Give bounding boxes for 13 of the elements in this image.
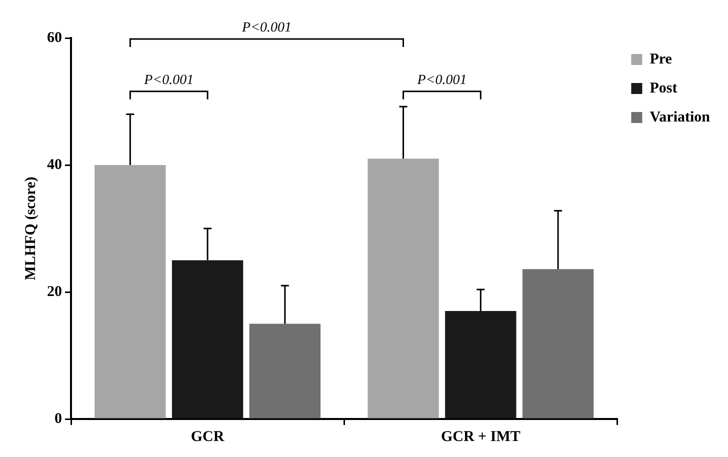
- y-tick-label: 60: [47, 30, 62, 46]
- annotation: P<0.001: [416, 73, 467, 88]
- y-tick-label: 40: [47, 156, 62, 173]
- y-axis-title: MLHFQ (score): [22, 176, 39, 280]
- legend-label: Variation: [650, 109, 711, 126]
- y-tick-label: 20: [47, 284, 62, 300]
- legend-label: Pre: [650, 51, 672, 68]
- x-tick-label: GCR: [190, 428, 224, 445]
- annotation: P<0.001: [143, 73, 194, 88]
- text: P<0.001: [240, 20, 292, 36]
- x-tick-label: GCR + IMT: [440, 428, 520, 445]
- legend-label: Post: [650, 80, 678, 96]
- y-tick-label: 0: [54, 410, 62, 427]
